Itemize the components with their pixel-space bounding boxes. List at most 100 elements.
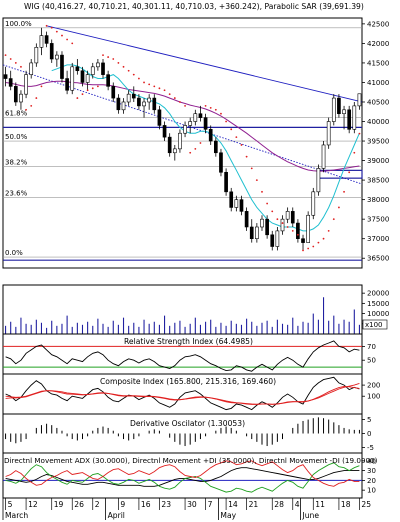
sar-point (9, 58, 12, 60)
sar-point (45, 24, 48, 27)
candle-body (116, 97, 121, 111)
price-axis-tick-label: 39000 (367, 157, 389, 165)
candle-body (29, 62, 34, 75)
derivative-title: Derivative Oscilator (1.30053) (130, 419, 245, 428)
candle-body (213, 140, 218, 154)
price-axis-tick-label: 42000 (367, 40, 389, 48)
x-axis-day-label: 2 (95, 500, 100, 509)
sar-point (143, 81, 145, 84)
sar-point (225, 120, 227, 123)
candle-body (321, 144, 326, 169)
dmi-series-line (5, 467, 360, 487)
candle-body (244, 211, 249, 228)
sar-point (271, 210, 274, 213)
candle-body (280, 218, 285, 232)
rsi-axis-tick-label: 50 (367, 357, 376, 365)
candle-body (49, 43, 54, 60)
candle-body (90, 66, 95, 75)
dmi-axis-tick-label: 20 (367, 477, 376, 485)
dmi-series-line (5, 462, 360, 493)
sar-point (214, 108, 217, 111)
candle-body (188, 121, 193, 126)
composite-axis-tick-label: 200 (367, 382, 380, 390)
sar-point (127, 69, 130, 72)
candle-body (224, 171, 228, 193)
sar-point (276, 218, 279, 221)
x-axis-day-label: 7 (208, 500, 213, 509)
volume-axis-tick-label: 10000 (367, 310, 389, 318)
candle-body (96, 62, 100, 68)
sar-point (317, 241, 320, 244)
candle-body (260, 218, 264, 228)
candle-body (331, 97, 336, 122)
candle-body (157, 109, 162, 126)
candle-body (290, 211, 295, 224)
price-axis-tick-label: 36500 (367, 255, 389, 263)
x-axis-day-label: 16 (141, 500, 151, 509)
x-axis-month-label: March (5, 511, 28, 520)
candle-body (229, 191, 234, 208)
dmi-axis-tick-label: 30 (367, 467, 376, 475)
x-axis-day-label: 9 (120, 500, 125, 509)
dotted-trendline (2, 64, 363, 185)
sar-point (245, 155, 248, 158)
candle-body (13, 86, 18, 103)
fib-level-label: 0.0% (5, 249, 23, 257)
price-axis-tick-label: 41000 (367, 79, 389, 87)
sar-point (302, 249, 304, 252)
sar-point (14, 62, 17, 64)
sar-point (240, 144, 243, 146)
candle-body (306, 214, 310, 243)
sar-point (163, 89, 166, 92)
sar-point (66, 38, 69, 41)
candle-body (75, 66, 80, 72)
x-axis-day-label: 28 (274, 500, 284, 509)
sar-point (112, 58, 115, 60)
sar-point (250, 167, 253, 170)
fib-level-label: 50.0% (5, 133, 28, 141)
sar-point (30, 104, 33, 107)
volume-multiplier-box (362, 319, 388, 330)
x-axis-day-label: 14 (228, 500, 238, 509)
sar-point (286, 226, 289, 228)
x-axis-day-label: 21 (249, 500, 259, 509)
sar-point (348, 171, 351, 174)
candle-body (326, 121, 331, 146)
x-axis-month-label: May (220, 511, 236, 520)
candle-body (347, 109, 352, 130)
candle-body (137, 97, 141, 107)
sar-point (235, 136, 238, 139)
candle-body (111, 86, 116, 99)
candle-body (342, 109, 346, 115)
sar-point (91, 87, 94, 90)
sar-point (71, 42, 74, 45)
x-axis-day-label: 4 (295, 500, 300, 509)
dmi-series-line (5, 460, 360, 487)
sar-point (86, 89, 89, 92)
sar-point (4, 54, 7, 57)
candle-body (178, 132, 182, 150)
volume-axis-tick-label: 20000 (367, 290, 389, 298)
candle-body (203, 117, 208, 130)
sar-point (40, 85, 43, 88)
candle-body (147, 97, 152, 103)
dmi-title: Directnl Movement ADX (30.0000), Directn… (4, 456, 378, 465)
fib-level-label: 23.6% (5, 190, 28, 198)
candle-body (131, 93, 136, 99)
sar-point (353, 151, 356, 154)
candle-body (106, 74, 110, 87)
price-axis-tick-label: 42500 (367, 20, 389, 28)
candle-body (19, 93, 23, 103)
fib-level-label: 38.2% (5, 158, 28, 166)
candle-body (234, 199, 239, 208)
x-axis-day-label: 11 (315, 500, 325, 509)
sar-point (148, 83, 151, 86)
rsi-line (5, 340, 360, 372)
candle-body (142, 101, 146, 107)
candle-body (219, 152, 223, 173)
candle-body (208, 129, 213, 142)
candle-body (3, 74, 8, 79)
price-axis-tick-label: 39500 (367, 138, 389, 146)
candle-body (172, 148, 177, 154)
price-axis-tick-label: 38000 (367, 196, 389, 204)
